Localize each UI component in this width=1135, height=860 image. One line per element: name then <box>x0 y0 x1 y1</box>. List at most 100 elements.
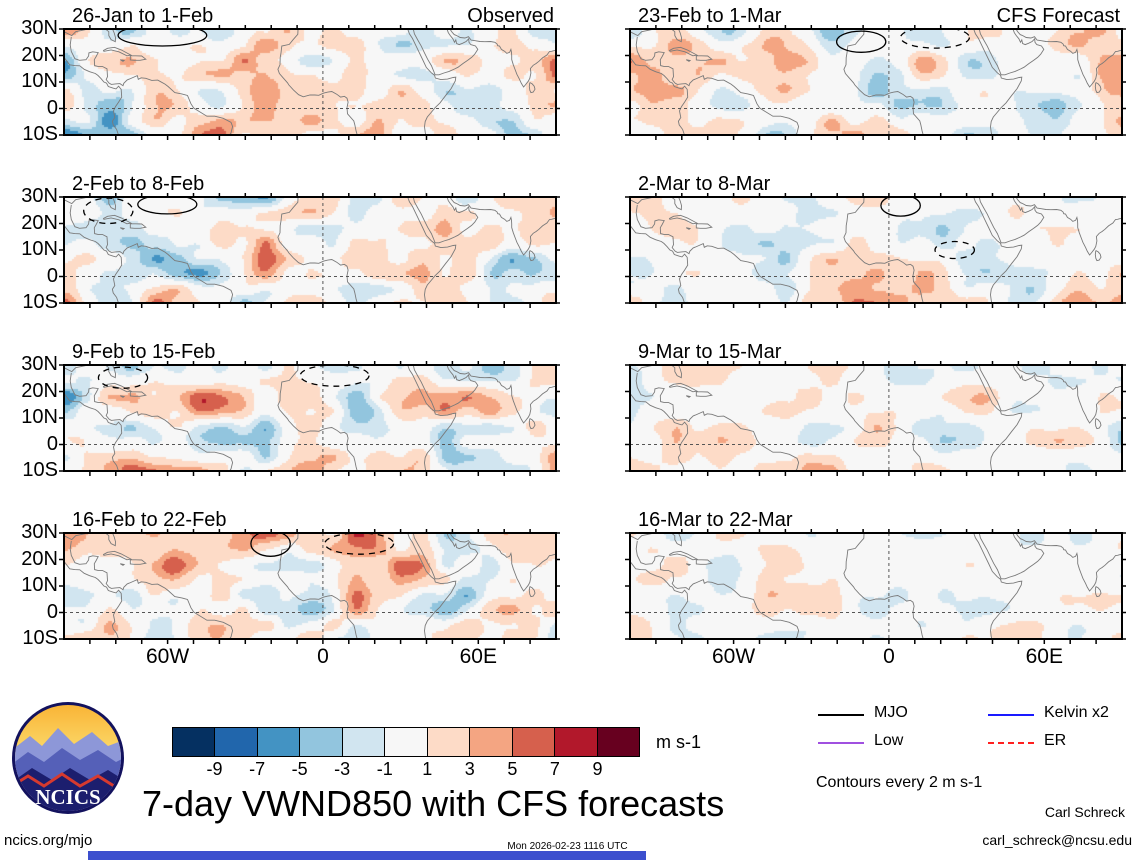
map-frame <box>629 196 1123 304</box>
x-axis-tick-label: 60W <box>711 645 756 668</box>
anomaly-field-canvas <box>64 197 556 303</box>
panel-period-label: 2-Mar to 8-Mar <box>638 173 771 195</box>
credit-email: carl_schreck@ncsu.edu <box>982 832 1132 848</box>
panel-title-bar: 9-Feb to 15-Feb <box>64 340 556 365</box>
anomaly-field-canvas <box>630 533 1122 639</box>
y-axis-tick-label: 0 <box>46 432 58 455</box>
panel-title-bar: 26-Jan to 1-Feb Observed <box>64 4 556 29</box>
wave-contour <box>250 533 291 557</box>
panel-period-label: 16-Feb to 22-Feb <box>72 509 227 531</box>
map-frame <box>629 28 1123 136</box>
y-axis-tick-label: 10N <box>21 238 58 260</box>
y-axis-tick-label: 30N <box>21 521 58 543</box>
map-panel: 16-Mar to 22-Mar <box>625 508 1126 644</box>
map-overlay <box>59 361 560 476</box>
footer-site: ncics.org/mjo <box>4 832 93 849</box>
ncics-logo: NCICS <box>12 702 124 814</box>
map-area <box>59 25 560 140</box>
axis-ticks <box>625 529 1126 644</box>
wave-contour <box>97 366 149 389</box>
y-axis-tick-label: 30N <box>21 185 58 207</box>
colorbar-tick-label: -3 <box>334 759 351 779</box>
colorbar-segment <box>214 727 258 757</box>
map-area <box>59 361 560 476</box>
x-axis-tick-label: 0 <box>883 645 895 668</box>
y-axis-tick-label: 10N <box>21 70 58 92</box>
y-axis-tick-label: 0 <box>46 96 58 119</box>
colorbar-tick-label: 3 <box>464 759 475 779</box>
anomaly-field-canvas <box>64 533 556 639</box>
coastline <box>630 29 1122 135</box>
anomaly-field-canvas <box>630 197 1122 303</box>
y-axis-tick-label: 0 <box>46 600 58 623</box>
colorbar-segment <box>469 727 513 757</box>
map-clip-group <box>630 29 1122 135</box>
x-axis-tick-label: 60E <box>1025 645 1063 668</box>
map-overlay <box>625 193 1126 308</box>
map-overlay <box>625 529 1126 644</box>
y-axis-tick-label: 20N <box>21 43 58 66</box>
x-axis-tick-label: 0 <box>317 645 329 668</box>
map-panel: 16-Feb to 22-Feb <box>59 508 560 644</box>
colorbar-segment <box>256 727 301 757</box>
panel-title-bar: 23-Feb to 1-Mar CFS Forecast <box>630 4 1122 29</box>
axis-ticks <box>59 193 560 308</box>
legend-label-low: Low <box>874 732 904 749</box>
panel-title-bar: 2-Feb to 8-Feb <box>64 172 556 197</box>
colorbar-segment <box>554 727 598 757</box>
axis-ticks <box>59 25 560 140</box>
map-overlay <box>59 529 560 644</box>
panel-title-bar: 16-Mar to 22-Mar <box>630 508 1122 533</box>
colorbar: -9 -7 -5 -3 -1 1 3 5 7 9 <box>172 727 640 779</box>
wave-contour <box>899 29 971 49</box>
y-axis-tick-label: 30N <box>21 17 58 39</box>
legend-label-mjo: MJO <box>874 704 908 721</box>
legend-label-er: ER <box>1044 732 1067 749</box>
map-overlay <box>59 25 560 140</box>
colorbar-segment <box>426 727 471 757</box>
map-frame <box>629 364 1123 472</box>
wave-contour <box>324 533 395 555</box>
colorbar-segment <box>596 727 640 757</box>
map-frame <box>63 28 557 136</box>
colorbar-tick-label: 7 <box>549 759 560 779</box>
y-axis-tick-label: 10N <box>21 574 58 596</box>
column-title: Observed <box>467 5 554 27</box>
map-panel: 26-Jan to 1-Feb Observed <box>59 4 560 140</box>
logo-text: NCICS <box>35 785 100 809</box>
map-area <box>625 25 1126 140</box>
map-clip-group <box>64 365 556 471</box>
wave-contour <box>880 197 921 217</box>
anomaly-field-canvas <box>64 365 556 471</box>
y-axis-tick-label: 10S <box>22 123 58 145</box>
y-axis-tick-label: 20N <box>21 211 58 234</box>
footer-timestamp: Mon 2026-02-23 1116 UTC <box>507 841 628 852</box>
colorbar-tick-label: -1 <box>376 759 393 779</box>
y-axis-tick-label: 10N <box>21 406 58 428</box>
legend-line-kelvin-x2 <box>988 714 1034 716</box>
map-clip-group <box>630 197 1122 303</box>
map-clip-group <box>64 533 556 639</box>
coastline <box>630 197 1122 303</box>
colorbar-segment <box>384 727 428 757</box>
map-panel: 23-Feb to 1-Mar CFS Forecast <box>625 4 1126 140</box>
panel-title-bar: 2-Mar to 8-Mar <box>630 172 1122 197</box>
axis-ticks <box>625 361 1126 476</box>
colorbar-tick-label: -5 <box>291 759 308 779</box>
map-panel: 9-Feb to 15-Feb <box>59 340 560 476</box>
map-area <box>59 193 560 308</box>
y-axis-tick-label: 0 <box>46 264 58 287</box>
panel-period-label: 9-Mar to 15-Mar <box>638 341 782 363</box>
axis-ticks <box>625 25 1126 140</box>
coastline <box>64 197 556 303</box>
map-panel: 9-Mar to 15-Mar <box>625 340 1126 476</box>
coastline <box>630 365 1122 471</box>
panel-period-label: 23-Feb to 1-Mar <box>638 5 782 27</box>
panel-period-label: 26-Jan to 1-Feb <box>72 5 214 27</box>
colorbar-units-label: m s-1 <box>656 732 701 752</box>
legend-line-low <box>818 742 864 744</box>
legend-label-kelvin-x2: Kelvin x2 <box>1044 704 1109 721</box>
wave-contour <box>934 240 976 260</box>
map-overlay <box>59 193 560 308</box>
y-axis-tick-label: 20N <box>21 379 58 402</box>
